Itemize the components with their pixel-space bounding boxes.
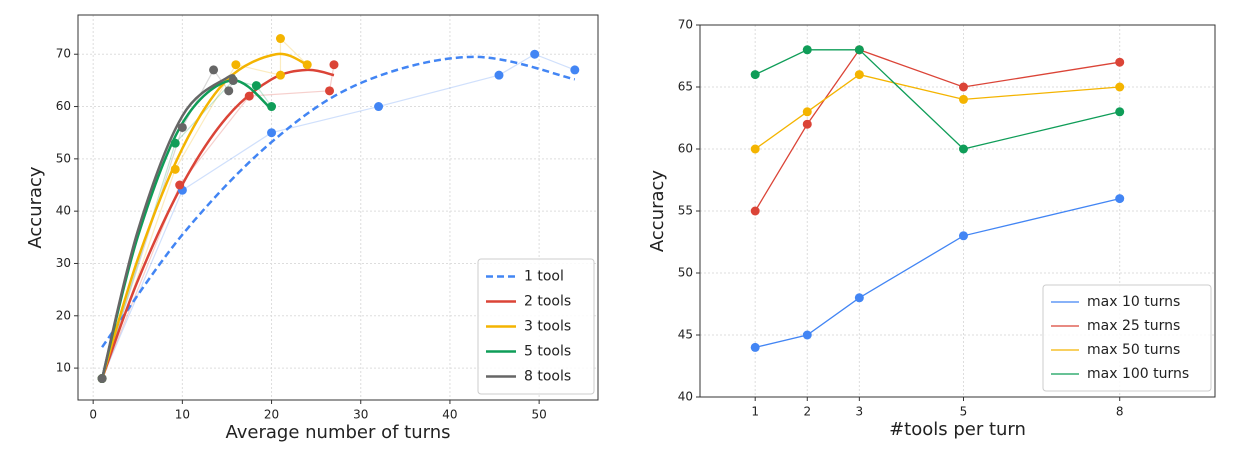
data-point <box>1115 82 1125 92</box>
data-point <box>275 34 285 44</box>
data-point <box>325 86 335 96</box>
legend-box <box>477 258 595 395</box>
data-point <box>854 70 864 80</box>
series-line <box>754 49 1120 212</box>
y-tick-label: 40 <box>678 390 693 404</box>
fit-curve <box>100 68 335 379</box>
legend-label: 3 tools <box>524 319 571 335</box>
data-point <box>224 86 234 96</box>
data-point <box>275 70 285 80</box>
connector-line <box>101 37 308 379</box>
data-point <box>802 119 812 129</box>
x-tick-label: 3 <box>856 405 864 419</box>
x-tick-label: 10 <box>175 408 190 422</box>
y-tick-label: 55 <box>678 204 693 218</box>
data-point <box>177 122 187 132</box>
legend-label: max 25 turns <box>1087 318 1180 334</box>
y-tick-label: 20 <box>56 308 71 322</box>
x-axis-label: #tools per turn <box>889 419 1026 440</box>
panel: 1 2 3 5 8 40 45 50 55 60 65 70 #tools per turn Accura… <box>647 18 1216 440</box>
data-point <box>802 107 812 117</box>
y-tick-label: 30 <box>56 256 71 270</box>
y-tick-label: 10 <box>56 361 71 375</box>
data-point <box>1115 107 1125 117</box>
y-axis-label: Accuracy <box>647 170 668 253</box>
data-point <box>958 144 968 154</box>
legend-label: 2 tools <box>524 294 571 310</box>
data-point <box>854 293 864 303</box>
data-point <box>267 128 277 138</box>
x-tick-label: 8 <box>1116 405 1124 419</box>
data-point <box>251 81 261 91</box>
y-axis-label: Accuracy <box>25 166 46 249</box>
y-tick-label: 50 <box>678 266 693 280</box>
data-point <box>209 65 219 75</box>
legend-label: max 100 turns <box>1087 366 1189 382</box>
x-tick-label: 5 <box>960 405 968 419</box>
panel: 0 10 20 30 40 50 10 20 30 40 50 60 70 Average number … <box>25 14 599 443</box>
data-point <box>958 94 968 104</box>
legend-label: max 50 turns <box>1087 342 1180 358</box>
y-tick-label: 50 <box>56 151 71 165</box>
legend-label: 8 tools <box>524 369 571 385</box>
data-point <box>750 206 760 216</box>
data-point <box>267 102 277 112</box>
data-point <box>329 60 339 70</box>
data-point <box>175 180 185 190</box>
plot-frame <box>699 24 1216 398</box>
data-point <box>750 342 760 352</box>
y-tick-label: 70 <box>56 47 71 61</box>
legend-label: 1 tool <box>524 269 564 285</box>
series-line <box>754 49 1120 150</box>
data-point <box>97 374 107 384</box>
data-point <box>958 231 968 241</box>
legend-box <box>1042 284 1212 392</box>
data-point <box>750 144 760 154</box>
x-tick-label: 40 <box>442 408 457 422</box>
fit-curve <box>100 52 308 379</box>
data-point <box>170 138 180 148</box>
data-point <box>570 65 580 75</box>
x-tick-label: 0 <box>89 408 97 422</box>
y-tick-label: 70 <box>678 18 693 32</box>
plot-frame <box>77 14 599 401</box>
data-point <box>1115 57 1125 67</box>
data-point <box>374 102 384 112</box>
data-point <box>494 70 504 80</box>
data-point <box>1115 194 1125 204</box>
x-tick-label: 1 <box>751 405 759 419</box>
y-tick-label: 65 <box>678 80 693 94</box>
data-point <box>802 330 812 340</box>
legend-label: 5 tools <box>524 344 571 360</box>
x-tick-label: 2 <box>803 405 811 419</box>
fit-curve <box>100 74 237 379</box>
y-tick-label: 60 <box>56 99 71 113</box>
data-point <box>802 45 812 55</box>
data-point <box>170 164 180 174</box>
y-tick-label: 40 <box>56 204 71 218</box>
data-point <box>244 91 254 101</box>
connector-line <box>101 64 335 379</box>
data-point <box>530 49 540 59</box>
legend-label: max 10 turns <box>1087 294 1180 310</box>
data-point <box>958 82 968 92</box>
data-point <box>302 60 312 70</box>
data-point <box>228 75 238 85</box>
x-axis-label: Average number of turns <box>225 422 450 443</box>
x-tick-label: 20 <box>264 408 279 422</box>
data-point <box>750 70 760 80</box>
x-tick-label: 50 <box>531 408 546 422</box>
x-tick-label: 30 <box>353 408 368 422</box>
y-tick-label: 45 <box>678 328 693 342</box>
y-tick-label: 60 <box>678 142 693 156</box>
data-point <box>231 60 241 70</box>
data-point <box>854 45 864 55</box>
fit-curve <box>101 55 576 348</box>
